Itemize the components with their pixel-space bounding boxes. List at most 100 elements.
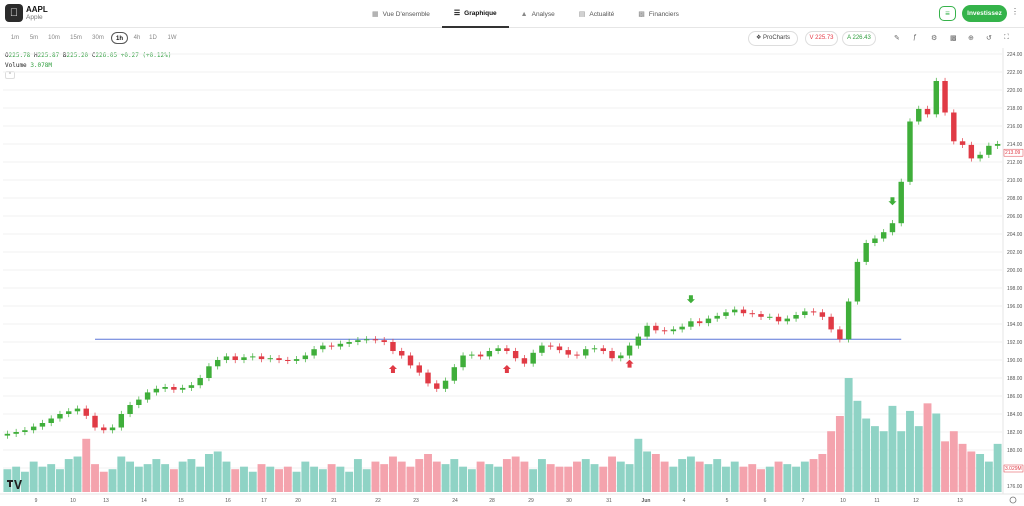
- candle: [486, 351, 493, 357]
- y-tick-label: 210.00: [1007, 178, 1023, 184]
- candle: [696, 321, 703, 324]
- timeframe-1w[interactable]: 1W: [167, 35, 177, 41]
- timeframe-1d[interactable]: 1D: [149, 35, 157, 41]
- tab-analysis[interactable]: ▲ Analyse: [520, 10, 555, 18]
- candle: [372, 339, 379, 341]
- candle: [758, 314, 764, 317]
- volume-bar: [634, 438, 643, 492]
- volume-bar: [722, 466, 730, 492]
- candle: [66, 411, 72, 414]
- sell-price-button[interactable]: V 225.73: [805, 31, 838, 46]
- chart-type-icon[interactable]: ▩: [950, 35, 957, 42]
- candle: [653, 325, 659, 331]
- y-tick-label: 188.00: [1007, 376, 1023, 382]
- volume-bar: [143, 464, 152, 492]
- volume-bar: [608, 456, 616, 492]
- watchlist-button[interactable]: ≡: [939, 6, 956, 21]
- candle: [30, 426, 37, 431]
- tab-financials[interactable]: ▩ Financiers: [638, 10, 679, 19]
- candle: [977, 154, 983, 159]
- y-tick-label: 218.00: [1007, 106, 1023, 112]
- candle: [451, 367, 458, 381]
- buy-price-button[interactable]: A 226.43: [842, 31, 876, 46]
- candle: [311, 349, 317, 356]
- volume-bar: [29, 461, 38, 492]
- x-tick-label: 7: [802, 498, 805, 504]
- volume-bar: [336, 466, 345, 492]
- volume-bar: [976, 454, 985, 492]
- candle: [250, 356, 256, 358]
- candle: [916, 108, 922, 122]
- tab-overview[interactable]: ▦ Vue D'ensemble: [372, 10, 430, 19]
- timeframe-15m[interactable]: 15m: [70, 35, 82, 41]
- candle: [793, 315, 799, 319]
- indicators-icon[interactable]: ƒ: [913, 34, 917, 41]
- volume-bar: [739, 466, 748, 492]
- candle: [994, 144, 1001, 146]
- y-tick-label: 198.00: [1007, 286, 1023, 292]
- draw-icon[interactable]: ✎: [894, 35, 900, 42]
- y-tick-label: 202.00: [1007, 250, 1023, 256]
- y-tick-label: 200.00: [1007, 268, 1023, 274]
- volume-bar: [757, 469, 765, 492]
- tab-news[interactable]: ▤ Actualité: [578, 10, 615, 19]
- candle: [784, 318, 791, 322]
- candle: [688, 321, 694, 327]
- tab-chart[interactable]: ☰ Graphique: [441, 0, 509, 28]
- volume-bar: [590, 464, 599, 492]
- volume-bar: [371, 461, 380, 492]
- invest-button[interactable]: Investissez: [962, 5, 1007, 22]
- volume-bar: [450, 459, 459, 492]
- timeframe-1h[interactable]: 1h: [111, 32, 128, 44]
- y-tick-label: 206.00: [1007, 214, 1023, 220]
- settings-icon[interactable]: ⚙: [931, 35, 938, 42]
- fullscreen-icon[interactable]: ⛶: [1004, 34, 1009, 41]
- volume-bar: [353, 459, 362, 492]
- volume-bar: [91, 464, 99, 492]
- current-price-tag: [1003, 148, 1024, 157]
- volume-bar: [835, 416, 844, 492]
- volume-bar: [424, 454, 432, 492]
- candle: [775, 316, 782, 322]
- candle: [13, 432, 19, 434]
- candle: [302, 355, 309, 360]
- volume-bar: [134, 466, 143, 492]
- y-tick-label: 180.00: [1007, 448, 1023, 454]
- candle: [924, 108, 931, 115]
- main-tabs: ▦ Vue D'ensemble ☰ Graphique ▲ Analyse ▤ Act…: [360, 0, 691, 28]
- candle: [600, 348, 606, 351]
- candle: [819, 312, 826, 317]
- candle: [732, 309, 738, 313]
- x-tick-label: 28: [489, 498, 495, 504]
- candle: [285, 360, 291, 361]
- candle: [512, 351, 519, 359]
- candle: [802, 311, 808, 315]
- timeframe-1m[interactable]: 1m: [10, 35, 20, 41]
- more-options-icon[interactable]: ⋮: [1011, 7, 1019, 16]
- timeframe-5m[interactable]: 5m: [29, 35, 39, 41]
- candle: [845, 301, 852, 340]
- procharts-button[interactable]: ❖ ProCharts: [748, 31, 798, 46]
- volume-bar: [20, 471, 29, 492]
- candle: [407, 355, 414, 366]
- timeframe-30m[interactable]: 30m: [92, 35, 104, 41]
- candle: [810, 311, 817, 313]
- candle: [880, 232, 887, 239]
- candle: [101, 427, 107, 431]
- share-icon[interactable]: ↺: [986, 35, 992, 42]
- price-chart[interactable]: 224.00 222.00 220.00 218.00 216.00 214.00 212.…: [0, 48, 1024, 506]
- timeframe-10m[interactable]: 10m: [48, 35, 60, 41]
- current-price-label: 213.09: [1005, 150, 1021, 156]
- volume-bar: [196, 466, 205, 492]
- volume-bar: [713, 459, 722, 492]
- volume-bar: [12, 466, 21, 492]
- volume-bar: [301, 461, 310, 492]
- candle: [355, 340, 361, 342]
- analysis-icon: ▲: [520, 10, 528, 18]
- candle: [109, 427, 116, 431]
- candle: [390, 342, 396, 351]
- compare-icon[interactable]: ⊕: [968, 35, 974, 42]
- timeframe-4h[interactable]: 4h: [133, 35, 141, 41]
- candle: [127, 405, 133, 414]
- volume-bar: [581, 459, 590, 492]
